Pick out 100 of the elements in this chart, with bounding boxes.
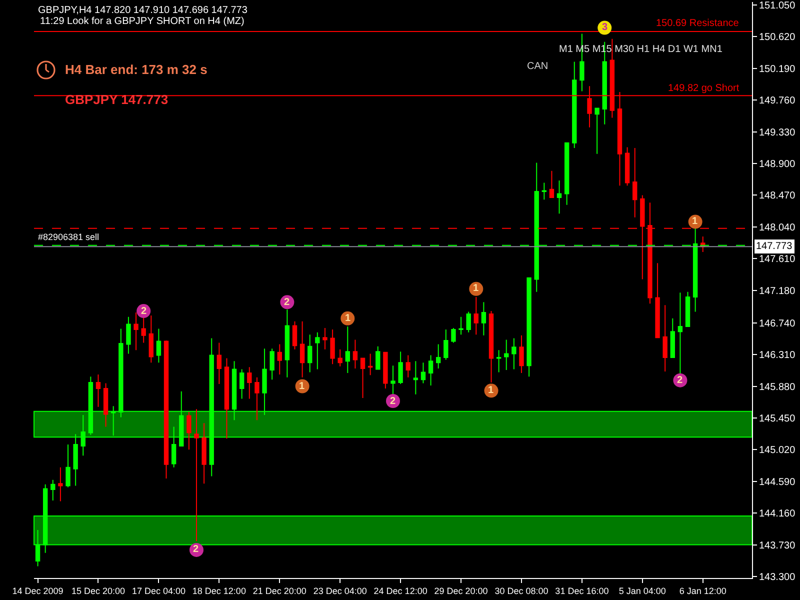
y-tick-label: 149.760 <box>759 96 796 107</box>
annotation: 1 <box>299 381 305 392</box>
ref-line-label: #82906381 sell <box>38 232 100 242</box>
candlestick <box>692 228 698 312</box>
candlestick <box>685 291 690 328</box>
y-tick-label: 150.190 <box>759 64 796 75</box>
ref-line-label: 147.773 <box>756 241 793 252</box>
candlestick <box>640 194 645 280</box>
y-tick-label: 147.180 <box>759 286 796 297</box>
y-tick-label: 147.610 <box>759 254 796 266</box>
ref-line-label: 150.69 Resistance <box>656 18 740 29</box>
y-tick-label: 146.740 <box>759 318 796 330</box>
candlestick <box>678 292 683 375</box>
y-tick-label: 144.590 <box>759 476 796 488</box>
candlestick <box>322 327 328 350</box>
candlestick <box>292 320 298 350</box>
candlestick <box>134 312 138 351</box>
candlestick <box>632 148 638 218</box>
candlestick <box>194 408 199 542</box>
x-tick-label: 31 Dec 16:00 <box>555 586 609 596</box>
x-tick-label: 21 Dec 20:00 <box>252 586 306 596</box>
candlestick <box>481 302 486 336</box>
candlestick <box>542 182 547 200</box>
annotation: GBPJPY 147.773 <box>65 92 168 107</box>
candlestick <box>526 277 532 378</box>
y-tick-label: 143.300 <box>759 572 796 584</box>
candlestick <box>420 362 426 384</box>
candlestick <box>308 334 312 373</box>
candlestick <box>458 316 464 336</box>
y-tick-label: 145.450 <box>759 413 796 424</box>
candlestick <box>368 353 373 376</box>
x-tick-label: 15 Dec 20:00 <box>71 586 126 596</box>
annotation: 2 <box>677 375 683 386</box>
candlestick <box>202 422 206 484</box>
candlestick <box>216 342 222 385</box>
x-tick-label: 30 Dec 08:00 <box>494 586 548 596</box>
x-tick-label: 14 Dec 2009 <box>12 586 64 596</box>
annotation: 3 <box>602 22 608 33</box>
annotation: 1 <box>473 283 479 294</box>
x-tick-label: 24 Dec 12:00 <box>374 586 428 596</box>
text: 11:29 Look for a GBPJPY SHORT on H4 (MZ) <box>40 16 244 27</box>
y-tick-label: 143.730 <box>759 540 796 552</box>
candlestick <box>330 328 335 365</box>
y-tick-label: 151.050 <box>759 0 796 12</box>
candlestick <box>126 316 131 354</box>
candlestick <box>564 142 570 206</box>
candlestick <box>254 376 260 421</box>
candlestick <box>662 304 668 372</box>
x-tick-label: 29 Dec 20:00 <box>434 586 488 596</box>
x-tick-label: 5 Jan 04:00 <box>618 586 666 596</box>
annotation: 2 <box>284 297 290 308</box>
candlestick <box>315 332 320 370</box>
candlestick <box>549 170 554 198</box>
annotation: H4 Bar end: 173 m 32 s <box>65 62 208 77</box>
candlestick <box>277 344 282 375</box>
candlestick <box>164 340 169 479</box>
candlestick <box>496 350 502 373</box>
candlestick <box>345 326 350 374</box>
candlestick <box>239 368 244 400</box>
ref-line-label: 149.82 go Short <box>668 83 740 94</box>
candlestick <box>58 466 63 502</box>
annotation: 1 <box>488 385 494 396</box>
candlestick <box>504 339 509 371</box>
candlestick <box>406 354 410 378</box>
candlestick <box>376 346 380 370</box>
candlestick <box>270 348 274 380</box>
annotation: 2 <box>193 544 199 555</box>
candlestick <box>224 358 230 440</box>
candlestick <box>624 146 630 186</box>
candlestick <box>572 61 577 149</box>
annotation: CAN <box>527 61 548 72</box>
candlestick <box>474 296 478 336</box>
candlestick <box>247 366 252 400</box>
candlestick <box>390 365 396 395</box>
chart-title: GBPJPY,H4 147.820 147.910 147.696 147.773 <box>38 5 248 16</box>
candlestick <box>428 354 434 386</box>
candlestick <box>103 382 108 428</box>
candlestick <box>50 479 56 502</box>
candlestick <box>300 320 305 378</box>
candlestick <box>556 180 562 214</box>
candlestick <box>338 348 342 367</box>
candlestick <box>66 444 70 488</box>
candlestick <box>670 318 675 358</box>
candlestick <box>141 317 146 344</box>
annotation: 2 <box>390 396 396 407</box>
candlestick <box>655 262 660 338</box>
candlestick <box>488 310 494 384</box>
candlestick <box>451 327 456 344</box>
y-tick-label: 148.040 <box>759 222 796 234</box>
candlestick <box>156 328 162 364</box>
candlestick <box>519 334 524 374</box>
candlestick <box>284 309 290 378</box>
candlestick <box>466 311 471 333</box>
candlestick <box>383 352 388 389</box>
x-tick-label: 18 Dec 12:00 <box>192 586 246 596</box>
y-tick-label: 146.310 <box>759 350 796 362</box>
candlestick <box>413 360 418 395</box>
candlestick <box>594 108 600 154</box>
y-tick-label: 150.620 <box>759 32 796 44</box>
y-tick-label: 145.020 <box>759 445 796 456</box>
